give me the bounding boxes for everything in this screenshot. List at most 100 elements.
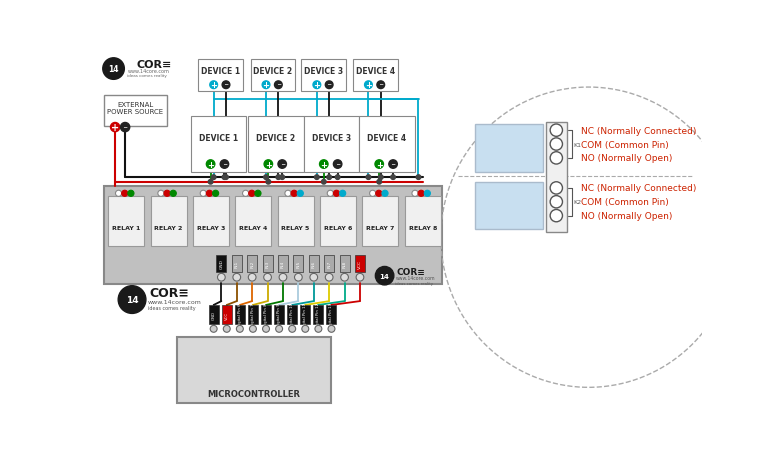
Circle shape bbox=[391, 176, 396, 180]
Circle shape bbox=[382, 191, 388, 197]
Circle shape bbox=[275, 326, 282, 333]
Text: IN4: IN4 bbox=[281, 260, 285, 268]
Circle shape bbox=[211, 176, 216, 180]
FancyBboxPatch shape bbox=[108, 197, 145, 247]
Circle shape bbox=[122, 191, 127, 197]
FancyBboxPatch shape bbox=[475, 125, 543, 172]
Text: +: + bbox=[365, 81, 372, 90]
Text: +: + bbox=[265, 160, 272, 169]
Circle shape bbox=[320, 160, 328, 169]
FancyBboxPatch shape bbox=[362, 197, 399, 247]
Text: IN5: IN5 bbox=[296, 260, 300, 268]
FancyBboxPatch shape bbox=[287, 305, 297, 325]
Circle shape bbox=[249, 274, 256, 281]
Circle shape bbox=[206, 191, 213, 197]
Circle shape bbox=[377, 82, 385, 89]
Circle shape bbox=[255, 191, 261, 197]
Text: K1: K1 bbox=[573, 142, 581, 147]
FancyBboxPatch shape bbox=[278, 197, 314, 247]
Text: ─: ─ bbox=[277, 83, 280, 88]
Circle shape bbox=[302, 326, 309, 333]
Circle shape bbox=[233, 274, 241, 281]
Circle shape bbox=[221, 160, 228, 169]
Text: DEVICE 2: DEVICE 2 bbox=[253, 67, 292, 75]
FancyBboxPatch shape bbox=[249, 117, 303, 172]
Circle shape bbox=[339, 191, 346, 197]
Text: 14: 14 bbox=[109, 65, 119, 74]
Text: RELAY 4: RELAY 4 bbox=[239, 226, 267, 230]
FancyBboxPatch shape bbox=[103, 186, 443, 285]
Text: COR≡: COR≡ bbox=[150, 287, 189, 299]
Text: +: + bbox=[375, 160, 382, 169]
Text: Digital Pin 9: Digital Pin 9 bbox=[277, 303, 281, 327]
Circle shape bbox=[200, 191, 206, 197]
Circle shape bbox=[224, 176, 228, 180]
FancyBboxPatch shape bbox=[309, 255, 319, 272]
Circle shape bbox=[208, 180, 213, 185]
Text: ─: ─ bbox=[379, 83, 382, 88]
Circle shape bbox=[297, 191, 303, 197]
Circle shape bbox=[551, 182, 562, 195]
Circle shape bbox=[158, 191, 164, 197]
Circle shape bbox=[551, 152, 562, 165]
Circle shape bbox=[206, 160, 215, 169]
FancyBboxPatch shape bbox=[325, 255, 334, 272]
Circle shape bbox=[110, 123, 120, 132]
Circle shape bbox=[222, 82, 230, 89]
FancyBboxPatch shape bbox=[546, 122, 567, 232]
Text: +: + bbox=[207, 160, 214, 169]
Circle shape bbox=[278, 160, 286, 169]
FancyBboxPatch shape bbox=[177, 337, 331, 403]
FancyBboxPatch shape bbox=[193, 197, 229, 247]
Circle shape bbox=[217, 274, 225, 281]
Text: MICROCONTROLLER: MICROCONTROLLER bbox=[207, 389, 300, 398]
Text: Digital Pin 12: Digital Pin 12 bbox=[317, 302, 321, 328]
Circle shape bbox=[274, 82, 282, 89]
Circle shape bbox=[366, 176, 371, 180]
Text: RELAY 3: RELAY 3 bbox=[197, 226, 225, 230]
Circle shape bbox=[325, 274, 333, 281]
Circle shape bbox=[356, 274, 364, 281]
Text: ─: ─ bbox=[336, 162, 339, 167]
Circle shape bbox=[313, 82, 321, 89]
Circle shape bbox=[418, 191, 425, 197]
Circle shape bbox=[264, 176, 268, 180]
Text: IN8: IN8 bbox=[343, 260, 346, 268]
Circle shape bbox=[325, 82, 333, 89]
Text: ─: ─ bbox=[281, 162, 284, 167]
Text: DEVICE 3: DEVICE 3 bbox=[312, 134, 351, 143]
Text: RELAY 7: RELAY 7 bbox=[366, 226, 395, 230]
Text: IN1: IN1 bbox=[235, 260, 239, 268]
Text: www.14core.com: www.14core.com bbox=[149, 299, 202, 304]
Text: EXTERNAL
POWER SOURCE: EXTERNAL POWER SOURCE bbox=[107, 101, 163, 114]
Text: Digital Pin 7: Digital Pin 7 bbox=[251, 303, 255, 327]
FancyBboxPatch shape bbox=[235, 305, 245, 325]
FancyBboxPatch shape bbox=[235, 197, 271, 247]
FancyBboxPatch shape bbox=[250, 60, 296, 92]
Circle shape bbox=[333, 160, 342, 169]
Text: ─: ─ bbox=[223, 162, 226, 167]
Text: COM (Common Pin): COM (Common Pin) bbox=[581, 198, 669, 207]
Text: IN7: IN7 bbox=[327, 260, 331, 268]
FancyBboxPatch shape bbox=[209, 305, 219, 325]
Circle shape bbox=[375, 267, 394, 285]
Text: Digital Pin 11: Digital Pin 11 bbox=[303, 302, 307, 328]
Circle shape bbox=[222, 176, 227, 180]
Text: GND: GND bbox=[212, 310, 216, 319]
Text: 14: 14 bbox=[126, 296, 138, 305]
Text: K2: K2 bbox=[573, 200, 581, 205]
Circle shape bbox=[266, 180, 271, 185]
Text: +: + bbox=[321, 160, 328, 169]
Circle shape bbox=[328, 326, 335, 333]
FancyBboxPatch shape bbox=[261, 305, 271, 325]
Text: VCC: VCC bbox=[358, 259, 362, 268]
FancyBboxPatch shape bbox=[301, 60, 346, 92]
Circle shape bbox=[551, 139, 562, 151]
Circle shape bbox=[116, 191, 122, 197]
Text: ideas comes reality: ideas comes reality bbox=[396, 282, 433, 286]
Circle shape bbox=[327, 191, 333, 197]
Circle shape bbox=[210, 82, 217, 89]
Circle shape bbox=[416, 176, 421, 180]
Circle shape bbox=[375, 160, 383, 169]
Text: RELAY 5: RELAY 5 bbox=[282, 226, 310, 230]
